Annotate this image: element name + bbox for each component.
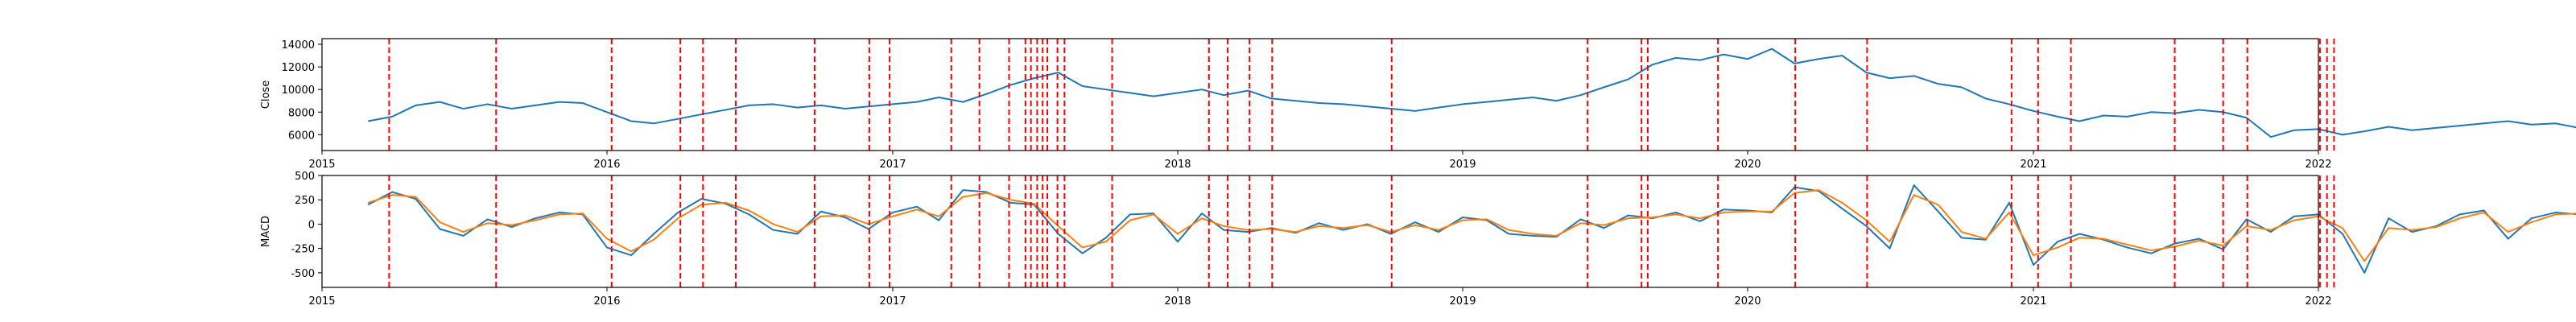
x-tick-label: 2020: [1734, 159, 1761, 171]
y-tick-label: 250: [295, 195, 315, 207]
y-tick-label: 6000: [288, 130, 315, 142]
axes-frame: [321, 38, 2319, 151]
x-tick-label: 2017: [879, 159, 906, 171]
x-tick-label: 2022: [2305, 295, 2331, 308]
series-line-1: [368, 47, 2576, 138]
axes-frame: [321, 175, 2319, 288]
y-axis-label: Close: [260, 80, 272, 109]
x-tick-label: 2016: [593, 159, 620, 171]
x-tick-label: 2021: [2020, 159, 2046, 171]
panel-macd: -500 -250 0 250 500 2015 2016 2017 2018 2019 2020 2…: [260, 171, 2576, 308]
y-tick-label: 14000: [282, 39, 315, 52]
x-tick-label: 2019: [1449, 159, 1476, 171]
y-axis-label: MACD: [260, 216, 272, 247]
y-tick-label: 12000: [282, 62, 315, 74]
y-tick-label: -500: [291, 268, 315, 280]
y-tick-label: -250: [291, 244, 315, 256]
x-tick-label: 2022: [2305, 159, 2331, 171]
x-tick-label: 2019: [1449, 295, 1476, 308]
y-tick-label: 8000: [288, 107, 315, 119]
series-line-2: [367, 189, 2576, 262]
x-tick-label: 2015: [308, 295, 335, 308]
series-line-1: [367, 184, 2576, 274]
y-tick-label: 0: [308, 219, 315, 231]
x-tick-label: 2015: [308, 159, 335, 171]
x-tick-label: 2020: [1734, 295, 1761, 308]
x-tick-label: 2018: [1164, 295, 1191, 308]
x-tick-label: 2017: [879, 295, 906, 308]
x-tick-label: 2016: [593, 295, 620, 308]
panel-close: 6000 8000 10000 12000 14000 2015 2016 2017 2018 2…: [260, 38, 2576, 171]
y-tick-label: 500: [295, 171, 315, 183]
y-tick-label: 10000: [282, 85, 315, 97]
x-tick-label: 2021: [2020, 295, 2046, 308]
x-tick-label: 2018: [1164, 159, 1191, 171]
